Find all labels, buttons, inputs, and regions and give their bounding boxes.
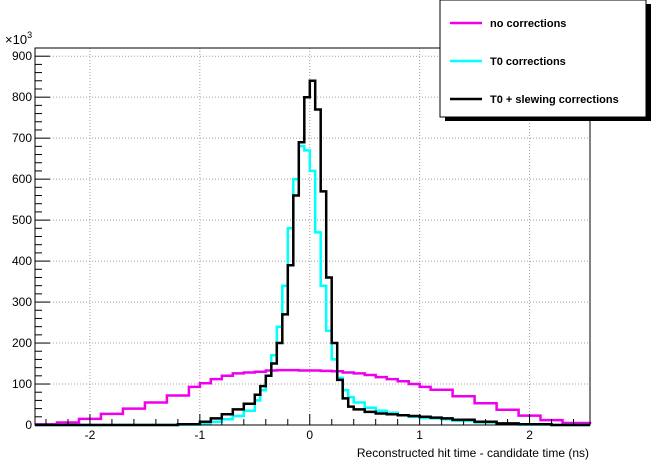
x-tick-label: 2 <box>526 428 533 442</box>
y-tick-label: 500 <box>12 213 32 227</box>
legend: no corrections T0 corrections T0 + slewing… <box>439 0 651 121</box>
axis-ticks <box>35 55 575 426</box>
legend-label-0: no corrections <box>490 18 566 30</box>
y-tick-label: 300 <box>12 295 32 309</box>
legend-label-1: T0 corrections <box>490 56 566 68</box>
x-axis-title: Reconstructed hit time - candidate time … <box>357 446 589 460</box>
series-line-0 <box>35 368 592 426</box>
x-tick-label: 1 <box>416 428 423 442</box>
y-tick-label: 200 <box>12 336 32 350</box>
y-tick-label: 400 <box>12 254 32 268</box>
y-tick-label: 600 <box>12 172 32 186</box>
y-tick-label: 0 <box>25 418 32 432</box>
series-line-2 <box>35 79 590 427</box>
x-tick-label: 0 <box>306 428 313 442</box>
legend-box <box>439 0 647 118</box>
y-tick-label: 900 <box>12 49 32 63</box>
x-tick-label: -2 <box>85 428 96 442</box>
y-exponent-label: ×103 <box>5 30 32 47</box>
series-layer <box>35 79 592 427</box>
y-tick-label: 700 <box>12 131 32 145</box>
x-tick-label: -1 <box>195 428 206 442</box>
legend-label-2: T0 + slewing corrections <box>490 94 619 106</box>
axis-tick-labels: -2 -1 0 1 2 0 100 200 300 400 500 600 700 800 900 <box>12 49 533 442</box>
y-tick-label: 800 <box>12 90 32 104</box>
y-tick-label: 100 <box>12 377 32 391</box>
